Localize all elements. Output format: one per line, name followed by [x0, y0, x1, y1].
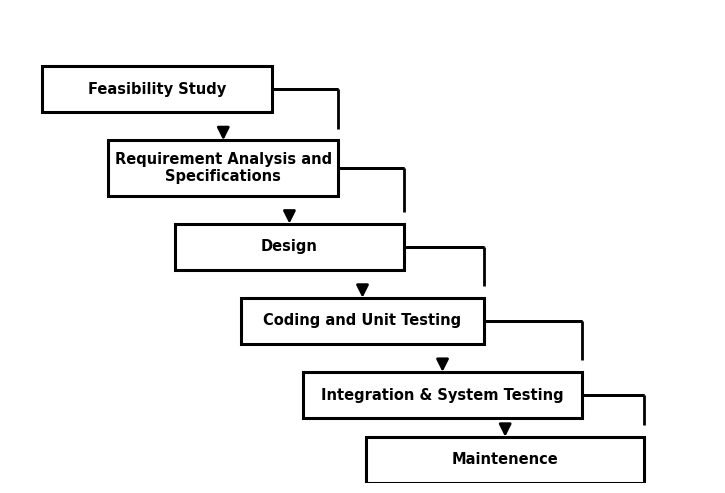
FancyBboxPatch shape [241, 298, 484, 344]
FancyBboxPatch shape [366, 437, 645, 483]
Text: Design: Design [261, 239, 318, 254]
Text: Coding and Unit Testing: Coding and Unit Testing [263, 314, 462, 328]
FancyBboxPatch shape [175, 224, 405, 270]
Text: Requirement Analysis and
Specifications: Requirement Analysis and Specifications [115, 152, 332, 184]
Text: Maintenence: Maintenence [452, 453, 558, 467]
FancyBboxPatch shape [42, 66, 272, 112]
FancyBboxPatch shape [303, 372, 581, 418]
Text: Integration & System Testing: Integration & System Testing [321, 387, 564, 403]
FancyBboxPatch shape [109, 140, 338, 196]
Text: Feasibility Study: Feasibility Study [88, 82, 226, 97]
